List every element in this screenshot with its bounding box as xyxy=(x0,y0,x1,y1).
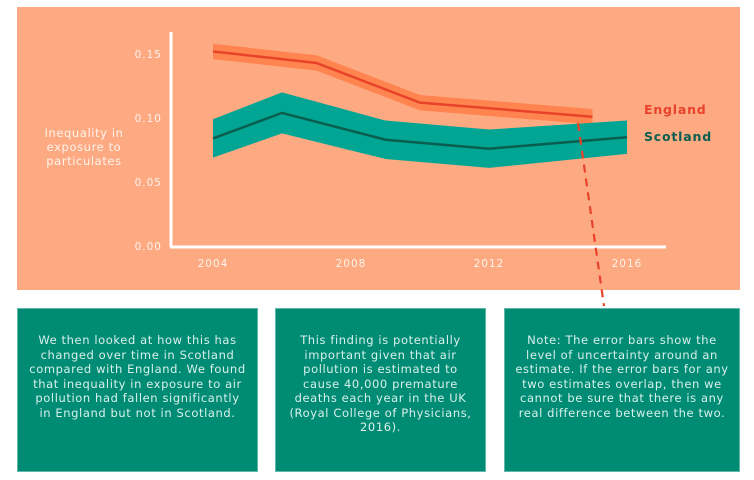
y-tick-labels: 0.00 0.05 0.10 0.15 xyxy=(135,49,162,253)
y-axis-label-line-2: exposure to xyxy=(47,140,122,154)
series-lines xyxy=(212,50,628,150)
error-bands xyxy=(213,43,627,168)
info-card-trend: We then looked at how this has changed o… xyxy=(17,308,258,472)
x-tick-labels: 2004 2008 2012 2016 xyxy=(198,258,643,270)
y-axis-label-line-1: Inequality in xyxy=(44,126,123,140)
y-axis-label-line-3: particulates xyxy=(46,154,121,168)
error-band-england xyxy=(213,43,593,125)
y-tick-label: 0.05 xyxy=(135,177,162,189)
y-tick-label: 0.15 xyxy=(135,49,162,61)
y-tick-label: 0.00 xyxy=(135,241,162,253)
y-tick-label: 0.10 xyxy=(135,113,162,125)
x-tick-label: 2004 xyxy=(198,258,229,270)
dashed-connector-line xyxy=(576,122,606,307)
x-tick-label: 2016 xyxy=(612,258,643,270)
legend-label-england: England xyxy=(644,102,707,117)
x-tick-label: 2008 xyxy=(336,258,367,270)
info-card-note-text: Note: The error bars show the level of u… xyxy=(515,333,729,420)
info-card-importance: This finding is potentially important gi… xyxy=(275,308,486,472)
legend-label-scotland: Scotland xyxy=(644,129,712,144)
info-card-note: Note: The error bars show the level of u… xyxy=(504,308,740,472)
series-line-england xyxy=(212,50,593,118)
error-band-scotland xyxy=(213,92,627,168)
info-card-trend-text: We then looked at how this has changed o… xyxy=(29,333,246,420)
x-tick-label: 2012 xyxy=(474,258,505,270)
info-card-importance-text: This finding is potentially important gi… xyxy=(289,333,472,434)
